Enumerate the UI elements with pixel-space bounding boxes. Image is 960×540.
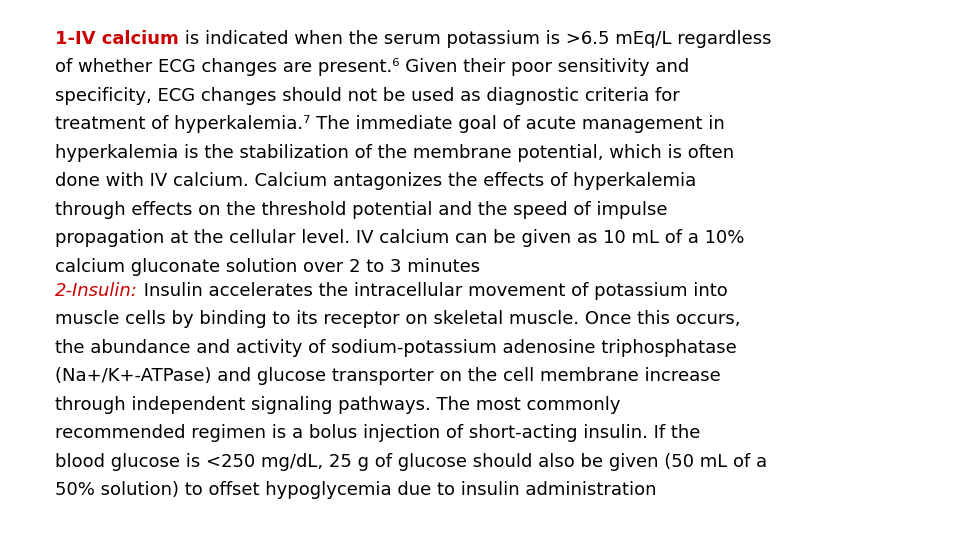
Text: recommended regimen is a bolus injection of short-acting insulin. If the: recommended regimen is a bolus injection… [55, 424, 701, 442]
Text: Insulin accelerates the intracellular movement of potassium into: Insulin accelerates the intracellular mo… [138, 282, 728, 300]
Text: the abundance and activity of sodium-potassium adenosine triphosphatase: the abundance and activity of sodium-pot… [55, 339, 736, 357]
Text: propagation at the cellular level. IV calcium can be given as 10 mL of a 10%: propagation at the cellular level. IV ca… [55, 230, 744, 247]
Text: blood glucose is <250 mg/dL, 25 g of glucose should also be given (50 mL of a: blood glucose is <250 mg/dL, 25 g of glu… [55, 453, 767, 471]
Text: specificity, ECG changes should not be used as diagnostic criteria for: specificity, ECG changes should not be u… [55, 87, 680, 105]
Text: through independent signaling pathways. The most commonly: through independent signaling pathways. … [55, 396, 620, 414]
Text: calcium gluconate solution over 2 to 3 minutes: calcium gluconate solution over 2 to 3 m… [55, 258, 480, 276]
Text: 2-Insulin:: 2-Insulin: [55, 282, 138, 300]
Text: is indicated when the serum potassium is >6.5 mEq/L regardless: is indicated when the serum potassium is… [179, 30, 771, 48]
Text: 1-IV calcium: 1-IV calcium [55, 30, 179, 48]
Text: muscle cells by binding to its receptor on skeletal muscle. Once this occurs,: muscle cells by binding to its receptor … [55, 310, 740, 328]
Text: of whether ECG changes are present.⁶ Given their poor sensitivity and: of whether ECG changes are present.⁶ Giv… [55, 58, 689, 77]
Text: done with IV calcium. Calcium antagonizes the effects of hyperkalemia: done with IV calcium. Calcium antagonize… [55, 172, 696, 191]
Text: through effects on the threshold potential and the speed of impulse: through effects on the threshold potenti… [55, 201, 667, 219]
Text: treatment of hyperkalemia.⁷ The immediate goal of acute management in: treatment of hyperkalemia.⁷ The immediat… [55, 116, 725, 133]
Text: 50% solution) to offset hypoglycemia due to insulin administration: 50% solution) to offset hypoglycemia due… [55, 481, 657, 500]
Text: (Na+/K+-ATPase) and glucose transporter on the cell membrane increase: (Na+/K+-ATPase) and glucose transporter … [55, 367, 721, 386]
Text: hyperkalemia is the stabilization of the membrane potential, which is often: hyperkalemia is the stabilization of the… [55, 144, 734, 162]
